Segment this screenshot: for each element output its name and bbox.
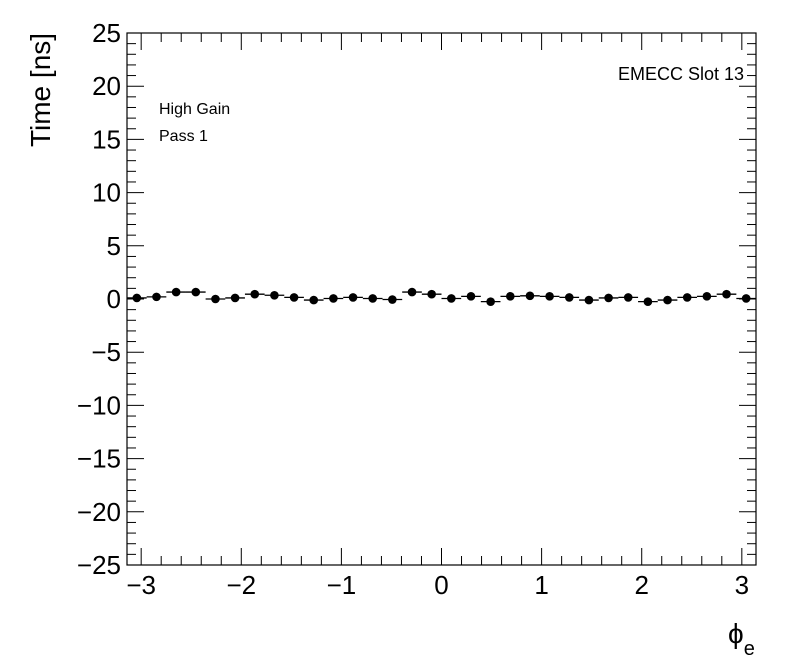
marker — [741, 294, 751, 303]
marker — [702, 292, 712, 301]
data-point — [225, 293, 245, 303]
slot-label: EMECC Slot 13 — [618, 64, 744, 84]
data-point — [264, 290, 285, 300]
y-tick-label: 20 — [92, 71, 121, 101]
x-tick-label: 0 — [434, 570, 448, 600]
axis-ticks — [127, 32, 756, 566]
data-point — [402, 287, 422, 297]
marker — [663, 295, 672, 305]
marker — [525, 291, 535, 301]
marker — [564, 293, 574, 302]
x-tick-label: 1 — [534, 570, 548, 600]
marker — [132, 293, 142, 303]
data-point — [244, 289, 265, 299]
y-tick-label: −10 — [77, 390, 121, 420]
marker — [466, 292, 476, 301]
x-tick-label: −3 — [126, 570, 156, 600]
data-point — [677, 293, 698, 302]
marker — [584, 295, 594, 305]
data-point — [343, 293, 363, 302]
x-tick-label: −2 — [226, 570, 256, 600]
x-axis-title-main: ϕ — [728, 618, 744, 649]
marker — [348, 293, 358, 302]
y-tick-label: 10 — [92, 178, 121, 208]
y-tick-label: −20 — [77, 497, 121, 527]
data-point — [146, 292, 167, 302]
data-point — [697, 292, 717, 301]
data-point — [736, 294, 756, 303]
data-point — [382, 295, 403, 304]
data-point — [441, 294, 462, 303]
y-tick-label: 0 — [107, 284, 121, 314]
y-tick-label: 15 — [92, 124, 121, 154]
data-point — [657, 295, 678, 305]
pass-label: Pass 1 — [159, 128, 208, 145]
x-tick-label: 2 — [634, 570, 648, 600]
marker — [545, 292, 554, 301]
data-points — [127, 287, 756, 306]
data-point — [362, 294, 383, 303]
data-point — [618, 293, 639, 302]
marker — [505, 292, 515, 301]
data-point — [303, 295, 324, 305]
x-tick-label: 3 — [735, 570, 749, 600]
marker — [447, 294, 456, 303]
x-axis-title-sub: e — [744, 638, 755, 660]
data-point — [520, 291, 540, 301]
data-point — [539, 292, 560, 301]
data-point — [559, 293, 580, 302]
y-tick-label: −25 — [77, 550, 121, 580]
data-point — [421, 289, 442, 299]
marker — [643, 297, 653, 306]
marker — [329, 294, 338, 303]
y-tick-label: −15 — [77, 444, 121, 474]
marker — [388, 295, 397, 304]
data-point — [579, 295, 599, 305]
data-point — [127, 293, 147, 303]
marker — [270, 290, 279, 300]
data-point — [185, 287, 206, 297]
marker — [309, 295, 319, 305]
data-point — [323, 294, 344, 303]
y-tick-labels: 25 20 15 10 5 0 −5 −10 −15 −20 −25 — [77, 18, 121, 580]
data-point — [166, 287, 186, 297]
data-point — [205, 294, 226, 304]
marker — [191, 287, 201, 297]
marker — [604, 293, 613, 303]
marker — [427, 289, 436, 299]
marker — [407, 287, 417, 297]
marker — [722, 289, 731, 299]
marker — [682, 293, 692, 302]
marker — [289, 293, 299, 302]
data-point — [638, 297, 658, 306]
x-axis-title: ϕe — [728, 618, 755, 660]
data-point — [500, 292, 521, 301]
marker — [368, 294, 378, 303]
y-axis-title: Time [ns] — [25, 33, 56, 147]
marker — [171, 287, 181, 297]
data-point — [598, 293, 619, 303]
data-point — [716, 289, 737, 299]
marker — [152, 292, 161, 302]
y-tick-label: 5 — [107, 231, 121, 261]
marker — [211, 294, 220, 304]
marker — [250, 289, 260, 299]
x-tick-labels: −3 −2 −1 0 1 2 3 — [126, 570, 749, 600]
data-point — [284, 293, 304, 302]
x-tick-label: −1 — [327, 570, 357, 600]
y-tick-label: −5 — [91, 337, 121, 367]
y-tick-label: 25 — [92, 18, 121, 48]
data-point — [461, 292, 481, 301]
marker — [230, 293, 240, 303]
marker — [486, 297, 495, 306]
data-point — [480, 297, 501, 306]
gain-label: High Gain — [159, 101, 230, 118]
marker — [623, 293, 633, 302]
